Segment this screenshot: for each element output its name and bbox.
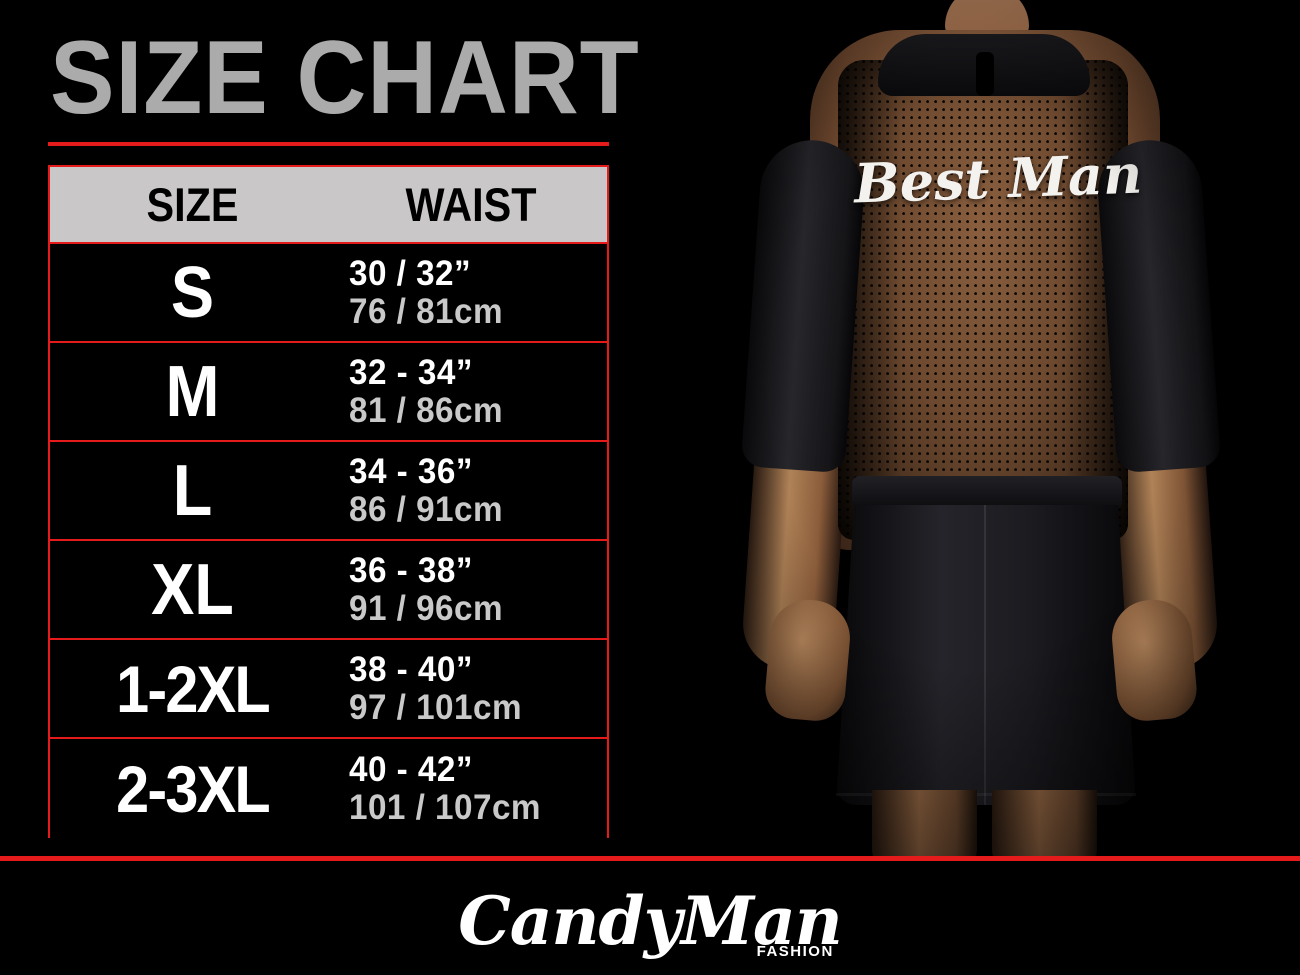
waist-value: 34 - 36” 86 / 91cm bbox=[335, 451, 607, 529]
waist-value: 36 - 38” 91 / 96cm bbox=[335, 550, 607, 628]
size-value: XL bbox=[151, 549, 234, 630]
waist-centimeters: 91 / 96cm bbox=[349, 588, 504, 628]
table-row: 2-3XL 40 - 42” 101 / 107cm bbox=[50, 739, 607, 838]
table-row: M 32 - 34” 81 / 86cm bbox=[50, 343, 607, 442]
column-header-waist: WAIST bbox=[405, 178, 537, 231]
brand-logo: CandyMan FASHION bbox=[0, 866, 1300, 975]
waist-centimeters: 76 / 81cm bbox=[349, 291, 504, 331]
waist-inches: 40 - 42” bbox=[349, 749, 473, 789]
waist-value: 40 - 42” 101 / 107cm bbox=[335, 749, 607, 827]
table-row: S 30 / 32” 76 / 81cm bbox=[50, 244, 607, 343]
waist-value: 32 - 34” 81 / 86cm bbox=[335, 352, 607, 430]
table-header-row: SIZE WAIST bbox=[50, 167, 607, 244]
photo-vignette bbox=[640, 0, 1300, 858]
waist-centimeters: 101 / 107cm bbox=[349, 787, 541, 827]
waist-inches: 34 - 36” bbox=[349, 451, 473, 491]
footer-divider bbox=[0, 856, 1300, 861]
table-row: 1-2XL 38 - 40” 97 / 101cm bbox=[50, 640, 607, 739]
waist-inches: 36 - 38” bbox=[349, 550, 473, 590]
brand-logo-subtext: FASHION bbox=[756, 942, 834, 960]
size-value: M bbox=[165, 351, 220, 432]
size-value: 1-2XL bbox=[116, 651, 271, 726]
brand-logo-wordmark: CandyMan bbox=[458, 881, 843, 960]
waist-value: 30 / 32” 76 / 81cm bbox=[335, 253, 607, 331]
column-header-size: SIZE bbox=[146, 178, 239, 231]
brand-logo-inner: CandyMan FASHION bbox=[458, 881, 843, 960]
waist-inches: 32 - 34” bbox=[349, 352, 473, 392]
waist-centimeters: 86 / 91cm bbox=[349, 489, 504, 529]
waist-centimeters: 81 / 86cm bbox=[349, 390, 504, 430]
waist-inches: 30 / 32” bbox=[349, 253, 472, 293]
size-value: S bbox=[170, 252, 215, 333]
title-divider bbox=[48, 142, 609, 146]
product-photo: Best Man bbox=[640, 0, 1300, 858]
size-value: 2-3XL bbox=[116, 751, 271, 826]
table-row: XL 36 - 38” 91 / 96cm bbox=[50, 541, 607, 640]
size-table: SIZE WAIST S 30 / 32” 76 / 81cm M 32 - 3… bbox=[48, 165, 609, 838]
size-value: L bbox=[172, 450, 213, 531]
waist-value: 38 - 40” 97 / 101cm bbox=[335, 649, 607, 727]
waist-centimeters: 97 / 101cm bbox=[349, 687, 522, 727]
waist-inches: 38 - 40” bbox=[349, 649, 473, 689]
table-row: L 34 - 36” 86 / 91cm bbox=[50, 442, 607, 541]
size-chart-panel: SIZE CHART SIZE WAIST S 30 / 32” 76 / 81… bbox=[0, 0, 650, 860]
page-title: SIZE CHART bbox=[50, 20, 640, 136]
